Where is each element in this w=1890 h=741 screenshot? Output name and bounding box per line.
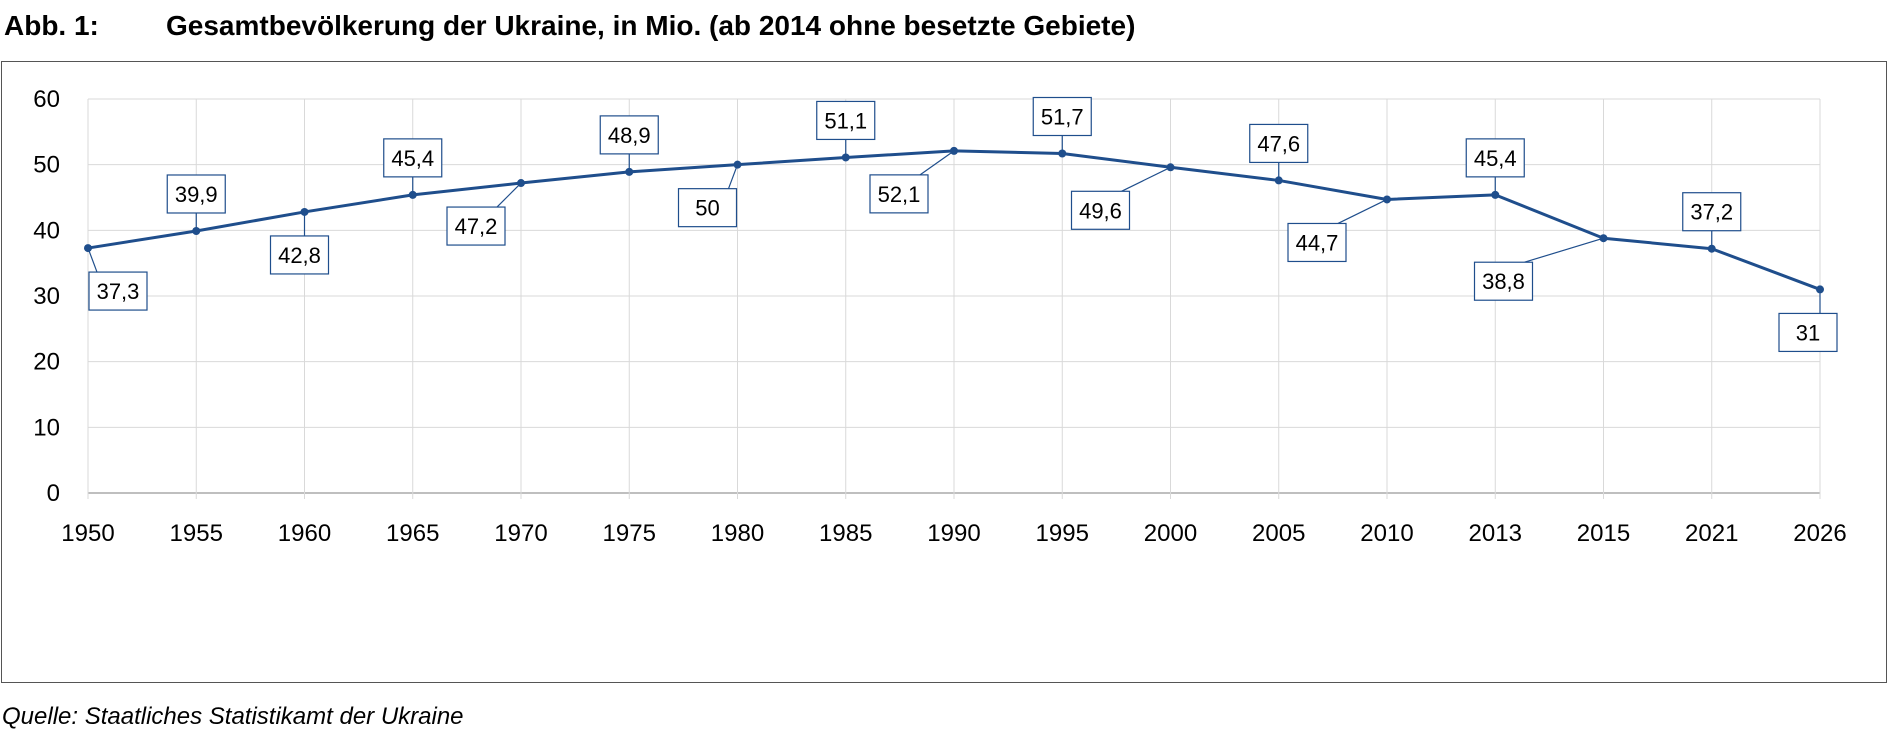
figure-title: Gesamtbevölkerung der Ukraine, in Mio. (… bbox=[166, 10, 1136, 41]
callout-leader bbox=[1121, 166, 1171, 192]
data-label: 51,1 bbox=[824, 108, 867, 133]
data-label-box bbox=[1473, 261, 1534, 301]
population-line-chart: 0 10 20 30 40 50 60 1950 1955 1960 1965 1970 1975 198… bbox=[33, 86, 1846, 547]
data-label-box bbox=[1249, 123, 1309, 164]
callout-leader bbox=[496, 182, 522, 208]
data-point bbox=[517, 179, 525, 188]
y-tick-label: 50 bbox=[33, 152, 60, 179]
x-tick-label: 1985 bbox=[819, 520, 872, 547]
y-tick-label: 0 bbox=[47, 480, 60, 507]
data-label: 48,9 bbox=[608, 123, 651, 148]
x-tick-label: 2013 bbox=[1469, 520, 1522, 547]
data-label: 38,8 bbox=[1482, 269, 1525, 294]
data-point bbox=[1166, 163, 1175, 172]
y-tick-label: 30 bbox=[33, 283, 60, 310]
data-label-box bbox=[1032, 96, 1092, 137]
data-point bbox=[950, 146, 958, 155]
data-point bbox=[84, 244, 92, 253]
data-label: 49,6 bbox=[1079, 198, 1122, 223]
data-label: 31 bbox=[1796, 320, 1820, 345]
data-label: 42,8 bbox=[278, 243, 321, 268]
data-label-box bbox=[816, 100, 876, 141]
data-label-box bbox=[1682, 192, 1742, 232]
data-label-box bbox=[1287, 222, 1347, 263]
callout-leader bbox=[919, 150, 955, 176]
data-label: 37,2 bbox=[1690, 200, 1733, 225]
x-tick-label: 2010 bbox=[1360, 520, 1413, 547]
data-label: 45,4 bbox=[391, 146, 434, 171]
data-label-box bbox=[383, 138, 443, 178]
x-tick-label: 2021 bbox=[1685, 520, 1738, 547]
data-point bbox=[1383, 195, 1391, 204]
data-point bbox=[1274, 176, 1283, 185]
x-tick-label: 1990 bbox=[927, 520, 980, 547]
data-label: 47,6 bbox=[1257, 131, 1300, 156]
data-label-box bbox=[677, 188, 738, 228]
callout-leader bbox=[87, 247, 98, 273]
data-label-box bbox=[88, 271, 148, 311]
data-label-box bbox=[1465, 138, 1525, 178]
data-label-box bbox=[166, 174, 226, 214]
x-tick-label: 2015 bbox=[1577, 520, 1630, 547]
x-tick-label: 1980 bbox=[711, 520, 764, 547]
x-tick-label: 1955 bbox=[170, 520, 223, 547]
data-point bbox=[408, 190, 417, 199]
figure-header: Abb. 1: Gesamtbevölkerung der Ukraine, i… bbox=[4, 6, 1135, 46]
y-tick-label: 10 bbox=[33, 414, 60, 441]
chart-frame: 0 10 20 30 40 50 60 1950 1955 1960 1965 1970 1975 198… bbox=[1, 61, 1887, 683]
x-tick-label: 1950 bbox=[61, 520, 114, 547]
x-tick-label: 2005 bbox=[1252, 520, 1305, 547]
data-point bbox=[1816, 285, 1824, 294]
y-tick-label: 60 bbox=[33, 86, 60, 113]
figure-number: Abb. 1: bbox=[4, 10, 99, 41]
data-label: 52,1 bbox=[878, 182, 921, 207]
data-label-box bbox=[269, 235, 330, 275]
x-tick-label: 2026 bbox=[1793, 520, 1846, 547]
x-tick-label: 1970 bbox=[494, 520, 547, 547]
data-label: 50 bbox=[695, 196, 719, 221]
data-label: 37,3 bbox=[97, 279, 140, 304]
data-label-box bbox=[1070, 190, 1131, 230]
data-point bbox=[1707, 244, 1716, 253]
x-tick-label: 1965 bbox=[386, 520, 439, 547]
callout-leader bbox=[727, 164, 739, 189]
data-label: 44,7 bbox=[1296, 230, 1339, 255]
data-label: 51,7 bbox=[1041, 105, 1084, 130]
y-tick-label: 40 bbox=[33, 217, 60, 244]
data-label-box bbox=[1778, 312, 1838, 353]
data-point bbox=[841, 153, 850, 162]
data-point bbox=[625, 167, 634, 176]
data-label-box bbox=[599, 115, 659, 155]
data-point bbox=[1599, 234, 1608, 243]
data-label-box bbox=[869, 174, 929, 214]
data-label: 45,4 bbox=[1474, 146, 1517, 171]
callout-leader bbox=[1337, 198, 1388, 225]
x-tick-label: 1960 bbox=[278, 520, 331, 547]
data-point bbox=[192, 226, 201, 235]
callout-leader bbox=[1524, 237, 1604, 263]
x-tick-label: 1995 bbox=[1036, 520, 1089, 547]
x-tick-label: 2000 bbox=[1144, 520, 1197, 547]
data-label: 39,9 bbox=[175, 182, 218, 207]
data-point bbox=[1491, 190, 1500, 199]
data-label: 47,2 bbox=[455, 214, 498, 239]
data-point bbox=[1058, 149, 1067, 158]
data-point bbox=[300, 207, 309, 216]
y-tick-label: 20 bbox=[33, 349, 60, 376]
source-note: Quelle: Staatliches Statistikamt der Ukr… bbox=[2, 703, 464, 730]
data-label-box bbox=[446, 206, 506, 246]
x-tick-label: 1975 bbox=[603, 520, 656, 547]
data-point bbox=[733, 160, 742, 169]
